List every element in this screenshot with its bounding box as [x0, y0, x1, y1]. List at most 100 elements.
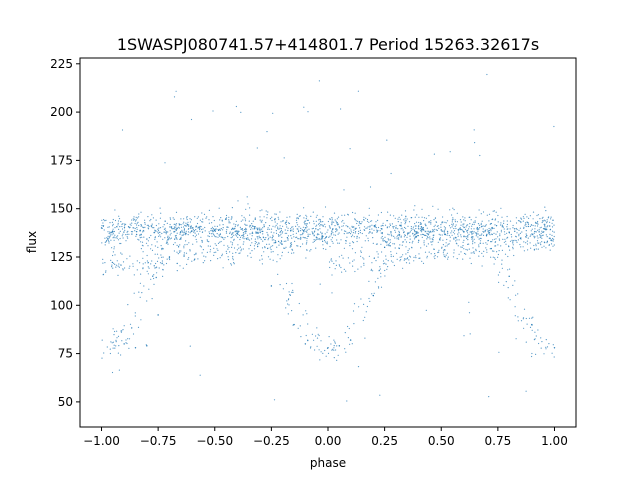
data-point — [233, 234, 235, 236]
data-point — [155, 230, 157, 232]
data-point — [259, 236, 261, 239]
data-point — [506, 237, 508, 239]
data-point — [319, 221, 321, 223]
data-point — [274, 221, 276, 223]
data-point — [474, 221, 476, 223]
data-point — [429, 238, 431, 240]
data-point — [398, 237, 400, 239]
data-point — [191, 230, 193, 232]
data-point — [164, 237, 166, 239]
data-point — [485, 235, 488, 237]
data-point — [126, 231, 128, 233]
data-point — [379, 268, 381, 270]
data-point — [552, 237, 554, 240]
data-point — [263, 224, 265, 226]
data-point — [192, 235, 194, 237]
data-point — [247, 203, 249, 205]
data-point — [235, 224, 237, 226]
data-point — [310, 346, 312, 348]
data-point — [512, 244, 514, 246]
data-point — [147, 266, 149, 268]
data-point — [318, 349, 320, 351]
data-point — [109, 231, 111, 233]
data-point — [360, 250, 362, 252]
data-point — [236, 249, 238, 251]
data-point — [113, 248, 115, 250]
data-point — [151, 298, 153, 300]
data-point — [266, 217, 268, 219]
data-point — [367, 240, 369, 242]
data-point — [324, 226, 326, 228]
data-point — [394, 237, 396, 239]
data-point — [543, 241, 546, 243]
data-point — [326, 235, 328, 238]
data-point — [162, 226, 164, 228]
data-point — [331, 260, 333, 262]
data-point — [270, 251, 272, 253]
data-point — [457, 229, 459, 231]
data-point — [463, 252, 466, 255]
data-point — [259, 259, 261, 261]
data-point — [434, 254, 436, 257]
data-point — [210, 260, 212, 262]
data-point — [256, 232, 258, 234]
data-point — [285, 246, 287, 248]
data-point — [467, 236, 469, 238]
data-point — [165, 229, 167, 231]
data-point — [148, 267, 150, 269]
data-point — [307, 219, 309, 221]
data-point — [120, 242, 122, 245]
data-point — [195, 229, 197, 231]
data-point — [415, 255, 417, 257]
data-point — [209, 232, 211, 235]
data-point — [292, 291, 294, 293]
data-point — [373, 292, 375, 294]
data-point — [464, 217, 466, 219]
data-point — [187, 231, 190, 233]
data-point — [487, 239, 489, 242]
data-point — [292, 324, 294, 326]
data-point — [545, 348, 547, 350]
x-axis-ticks: −1.00 −0.75 −0.50 −0.25 0.00 0.25 0.50 0.75 1.00 — [83, 427, 568, 448]
data-point — [335, 260, 337, 262]
data-point — [204, 230, 206, 232]
data-point — [486, 214, 488, 216]
data-point — [129, 255, 131, 257]
data-point — [135, 233, 138, 235]
data-point — [338, 345, 341, 347]
data-point — [186, 216, 188, 218]
data-point — [497, 236, 499, 238]
data-point — [281, 236, 283, 238]
data-point — [104, 241, 106, 243]
data-point — [467, 243, 469, 245]
data-point — [346, 236, 348, 238]
data-point — [330, 239, 332, 241]
data-point — [230, 241, 232, 243]
data-point — [183, 218, 185, 220]
data-point — [456, 221, 458, 223]
data-point — [287, 229, 289, 232]
data-point — [158, 223, 160, 225]
y-tick-label: 175 — [50, 153, 73, 167]
data-point — [451, 234, 453, 236]
data-point — [312, 241, 314, 243]
data-point — [475, 235, 477, 237]
data-point — [434, 224, 436, 226]
data-point — [307, 339, 309, 341]
data-point — [405, 221, 407, 224]
data-point — [166, 240, 168, 242]
data-point — [126, 233, 128, 235]
data-point — [514, 239, 516, 241]
data-point — [549, 221, 551, 223]
data-point — [501, 224, 503, 226]
data-point — [331, 231, 333, 233]
data-point — [118, 228, 120, 230]
data-point — [436, 229, 438, 231]
data-point — [522, 220, 524, 222]
data-point — [462, 258, 464, 260]
data-point — [552, 344, 554, 346]
data-point — [390, 234, 392, 236]
data-point — [112, 251, 114, 253]
data-point — [372, 270, 374, 272]
data-point — [259, 219, 261, 221]
